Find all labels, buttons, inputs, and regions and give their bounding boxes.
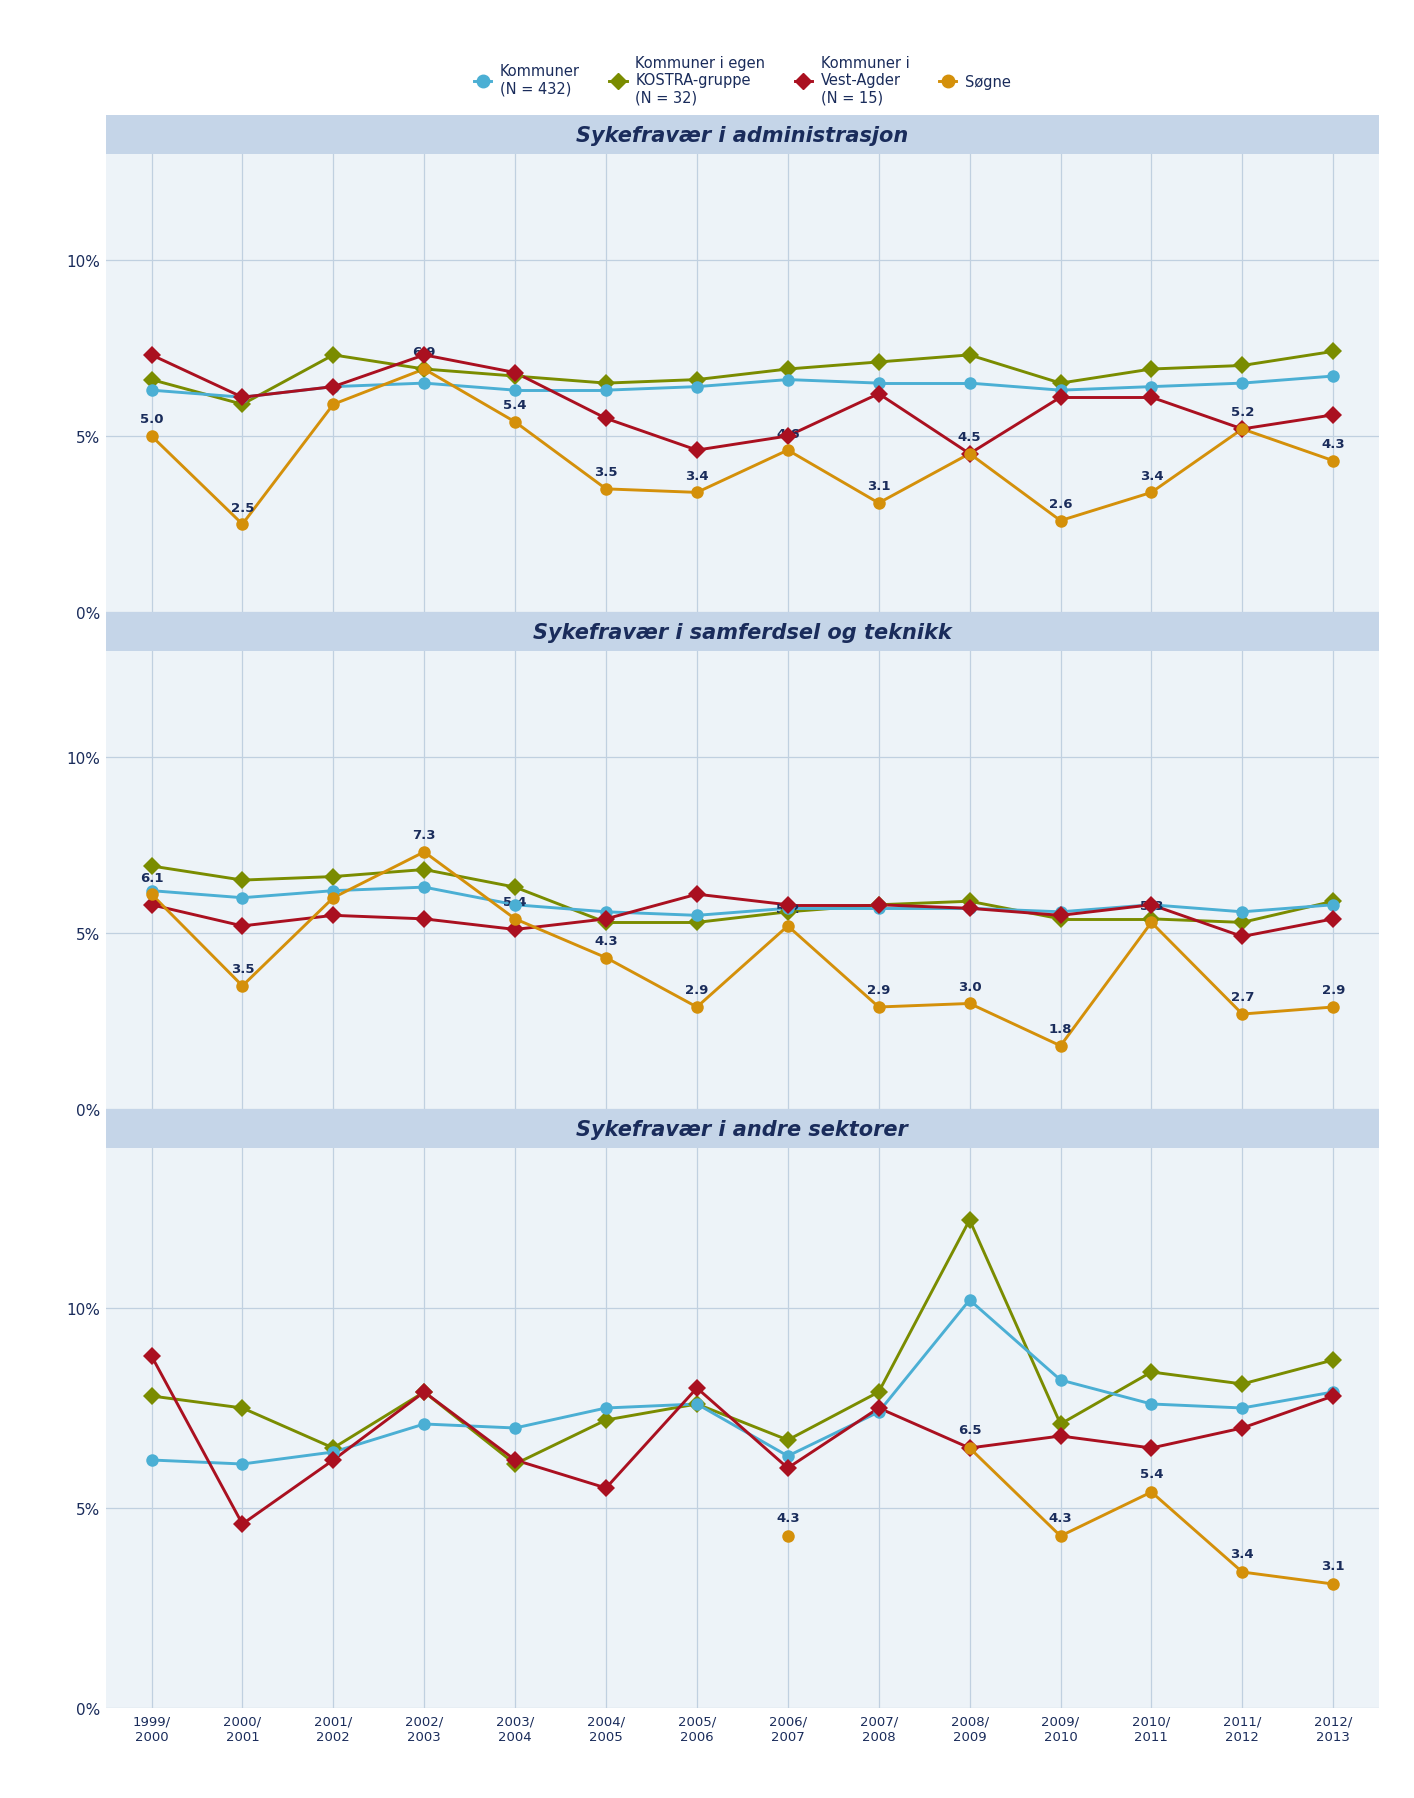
Text: 4.3: 4.3: [1322, 439, 1345, 451]
Text: 3.5: 3.5: [594, 466, 618, 478]
Text: 2.7: 2.7: [1230, 991, 1254, 1003]
Text: 4.3: 4.3: [776, 1510, 799, 1525]
Text: 2.5: 2.5: [230, 502, 255, 514]
Text: 4.3: 4.3: [594, 935, 618, 948]
Text: 7.3: 7.3: [413, 829, 436, 841]
Text: Sykefravær i samferdsel og teknikk: Sykefravær i samferdsel og teknikk: [533, 622, 952, 642]
Text: 6.1: 6.1: [140, 870, 163, 885]
Text: 3.4: 3.4: [1140, 469, 1164, 482]
Text: 5.2: 5.2: [1230, 406, 1254, 419]
Text: Sykefravær i administrasjon: Sykefravær i administrasjon: [577, 126, 908, 146]
Text: 3.4: 3.4: [686, 469, 708, 482]
Text: 3.1: 3.1: [1322, 1559, 1345, 1571]
Text: Sykefravær i andre sektorer: Sykefravær i andre sektorer: [577, 1118, 908, 1138]
Text: 4.3: 4.3: [1049, 1510, 1072, 1525]
Text: 3.4: 3.4: [1230, 1546, 1254, 1561]
Text: 5.4: 5.4: [503, 399, 527, 412]
Text: 4.6: 4.6: [776, 428, 799, 441]
Text: 2.9: 2.9: [867, 984, 891, 996]
Text: 4.5: 4.5: [957, 432, 981, 444]
Text: 6.5: 6.5: [957, 1424, 981, 1437]
Text: 5.0: 5.0: [140, 414, 163, 426]
Text: 5.3: 5.3: [1140, 899, 1164, 912]
Text: 5.2: 5.2: [776, 903, 799, 915]
Text: 2.9: 2.9: [686, 984, 708, 996]
Text: 3.1: 3.1: [867, 480, 891, 493]
Text: 2.9: 2.9: [1322, 984, 1345, 996]
Text: 5.4: 5.4: [1140, 1467, 1164, 1480]
Text: 6.9: 6.9: [413, 347, 436, 360]
Text: 3.0: 3.0: [957, 980, 981, 992]
Text: 5.4: 5.4: [503, 895, 527, 908]
Text: 1.8: 1.8: [1049, 1023, 1072, 1036]
Text: 3.5: 3.5: [230, 962, 255, 976]
Text: 2.6: 2.6: [1049, 498, 1072, 511]
Legend: Kommuner
(N = 432), Kommuner i egen
KOSTRA-gruppe
(N = 32), Kommuner i
Vest-Agde: Kommuner (N = 432), Kommuner i egen KOST…: [468, 50, 1017, 111]
